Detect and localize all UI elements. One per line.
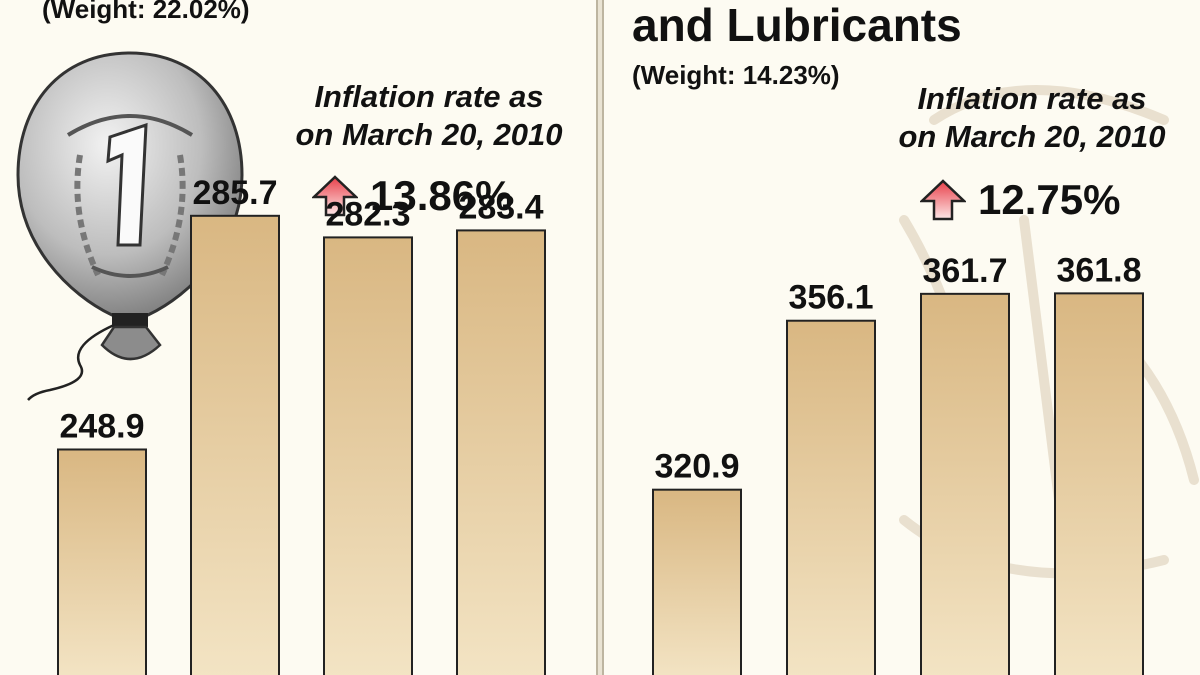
weight-label: (Weight: 22.02%) [42,0,250,24]
chart-title: and Lubricants [632,0,962,51]
inflation-rate-value: 13.86% [370,172,513,219]
bar-value-label-1: 320.9 [654,448,739,486]
panel-divider [596,0,604,675]
bar-4 [1054,292,1144,675]
bar-value-label-2: 285.7 [192,174,277,212]
bar-chart-right: 320.9 356.1 361.7 361.8 [652,251,1144,675]
bar-value-label-1: 248.9 [59,407,144,445]
bar-value-label-4: 283.4 [458,188,543,226]
bar-value-label-3: 361.7 [922,252,1007,290]
inflation-rate-label: Inflation rate as on March 20, 2010 [274,78,584,154]
inflation-rate-label: Inflation rate as on March 20, 2010 [872,80,1192,156]
inflation-rate: 13.86% [312,172,512,220]
bar-2 [190,214,280,675]
weight-label: (Weight: 14.23%) [632,60,840,90]
bar-value-label-3: 282.3 [325,195,410,233]
chart-panel-left: (Weight: 22.02%) Inflation rate as on Ma… [0,0,596,675]
bar-3 [323,236,413,675]
bar-chart-left: 248.9 285.7 282.3 283.4 [57,174,546,675]
inflation-label-line2: on March 20, 2010 [898,119,1166,154]
inflation-label-line2: on March 20, 2010 [295,117,563,152]
bar-2 [786,319,876,675]
bar-3 [920,292,1010,675]
bar-value-label-4: 361.8 [1056,251,1141,289]
bar-1 [652,488,742,675]
inflation-label-line1: Inflation rate as [917,81,1147,116]
bar-1 [57,448,147,675]
bar-4 [456,229,546,675]
one-rupee-coin-balloon-icon [16,51,244,401]
up-arrow-icon [312,175,358,217]
up-arrow-icon [920,179,966,221]
bar-value-label-2: 356.1 [788,279,873,317]
inflation-rate: 12.75% [920,176,1120,224]
inflation-label-line1: Inflation rate as [314,79,544,114]
chart-panel-right: and Lubricants (Weight: 14.23%) Inflatio… [604,0,1200,675]
inflation-rate-value: 12.75% [978,176,1121,223]
